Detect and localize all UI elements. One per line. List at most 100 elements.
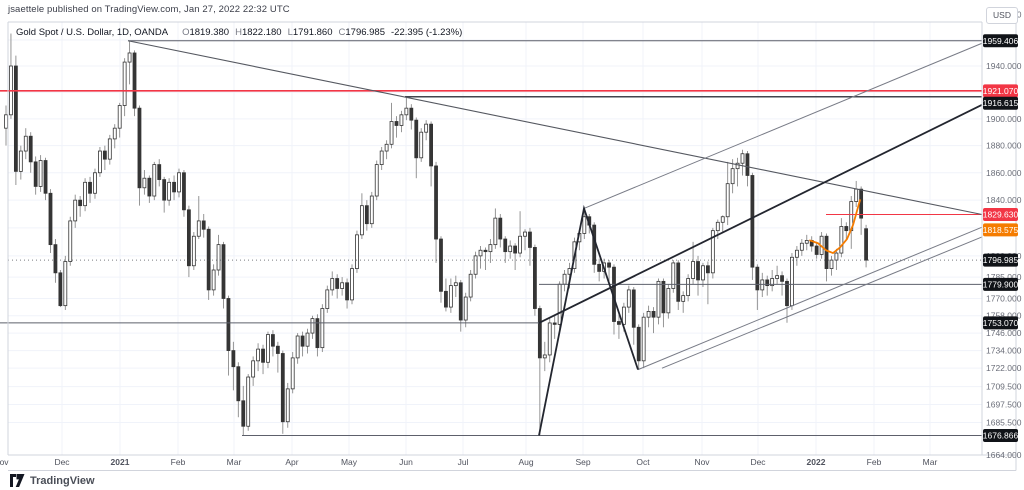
trend-line[interactable] [583,42,983,209]
chart-legend[interactable]: Gold Spot / U.S. Dollar, 1D, OANDA O1819.… [16,27,462,38]
candle [790,253,794,310]
candle [48,189,53,254]
candle [760,272,765,298]
candle [424,120,429,141]
candle [177,168,181,198]
time-tick-label: Nov [694,457,710,467]
candle [513,243,518,270]
candle [478,246,483,269]
time-axis[interactable]: Nov Dec 2021 Feb Mar Apr May Jun Jul Aug Sep Oct Nov… [0,457,937,467]
candle [710,227,715,279]
low-label: L [287,27,293,38]
candle [196,196,201,240]
candle [221,241,226,309]
candle [696,255,700,296]
candle [98,146,102,177]
candle [335,274,340,299]
currency-toggle-button[interactable]: USD [986,7,1018,24]
candle [9,33,13,119]
candle [829,255,834,276]
candle [780,271,784,296]
candle [63,255,68,310]
tradingview-logo-text[interactable]: TradingView [30,474,95,487]
close-value: 1796.985 [345,27,385,38]
candle [271,330,275,357]
candle [597,258,602,282]
candle [636,324,641,370]
candle [226,295,231,376]
candle [656,278,661,325]
candle [814,241,819,259]
candle [607,260,611,282]
candle [691,241,695,285]
candle [740,149,745,176]
candle [295,333,300,364]
candle [201,213,206,238]
candle [439,236,443,303]
symbol-title[interactable]: Gold Spot / U.S. Dollar, 1D, OANDA [16,27,169,38]
price-axis-label: 1916.615 [983,96,1018,110]
candle [666,284,671,319]
candle [399,110,404,133]
candle [824,233,829,282]
candle [389,102,394,149]
svg-text:1796.985: 1796.985 [983,255,1019,265]
time-tick-label: Mar [923,457,938,467]
svg-text:1959.406: 1959.406 [983,36,1019,46]
candle [681,291,686,313]
candle [503,236,508,263]
candle [280,350,285,434]
candle [631,287,636,345]
candle [369,191,374,228]
candle [651,307,656,334]
candle [384,140,389,160]
trend-line[interactable] [538,104,983,324]
candle [701,262,705,288]
candle [251,356,256,386]
candle [4,105,8,146]
candle [364,200,369,231]
candle [444,278,448,312]
price-tick-label: 1860.000 [986,168,1022,178]
orange-path-annotation[interactable] [809,199,861,254]
candle [43,157,48,201]
trend-line[interactable] [127,40,983,216]
candle [330,271,335,296]
horizontal-level-lines [0,40,982,437]
price-tick-label: 1722.000 [986,363,1022,373]
price-axis-label: 1829.630 [983,207,1018,221]
candle [13,55,18,186]
candle [132,50,137,117]
candle [419,128,424,162]
price-tick-label: 1685.500 [986,417,1022,427]
candle [864,224,868,268]
price-tick-label: 1880.000 [986,141,1022,151]
candle [112,124,117,149]
tradingview-logo-icon[interactable] [10,474,25,487]
zigzag-annotation[interactable] [538,204,639,436]
candle [182,170,186,217]
trend-line[interactable] [637,226,983,371]
candle [246,374,251,431]
candle [498,213,503,248]
candle [157,159,162,187]
candle [191,232,196,270]
svg-text:1921.070: 1921.070 [983,86,1019,96]
candle [661,278,666,328]
time-tick-label: Feb [171,457,186,467]
trend-line[interactable] [661,236,983,369]
candle [458,279,463,332]
candle [137,105,142,206]
candle [28,132,33,173]
time-tick-label: 2022 [807,457,826,467]
candle [261,344,265,375]
open-label: O [182,27,190,38]
price-axis[interactable]: 1980.0001940.0001900.0001880.0001860.000… [983,9,1022,460]
candle [305,328,310,354]
candle [285,382,290,428]
candle [241,385,246,436]
candle [493,208,498,249]
price-axis-label: 1779.900 [983,277,1018,291]
